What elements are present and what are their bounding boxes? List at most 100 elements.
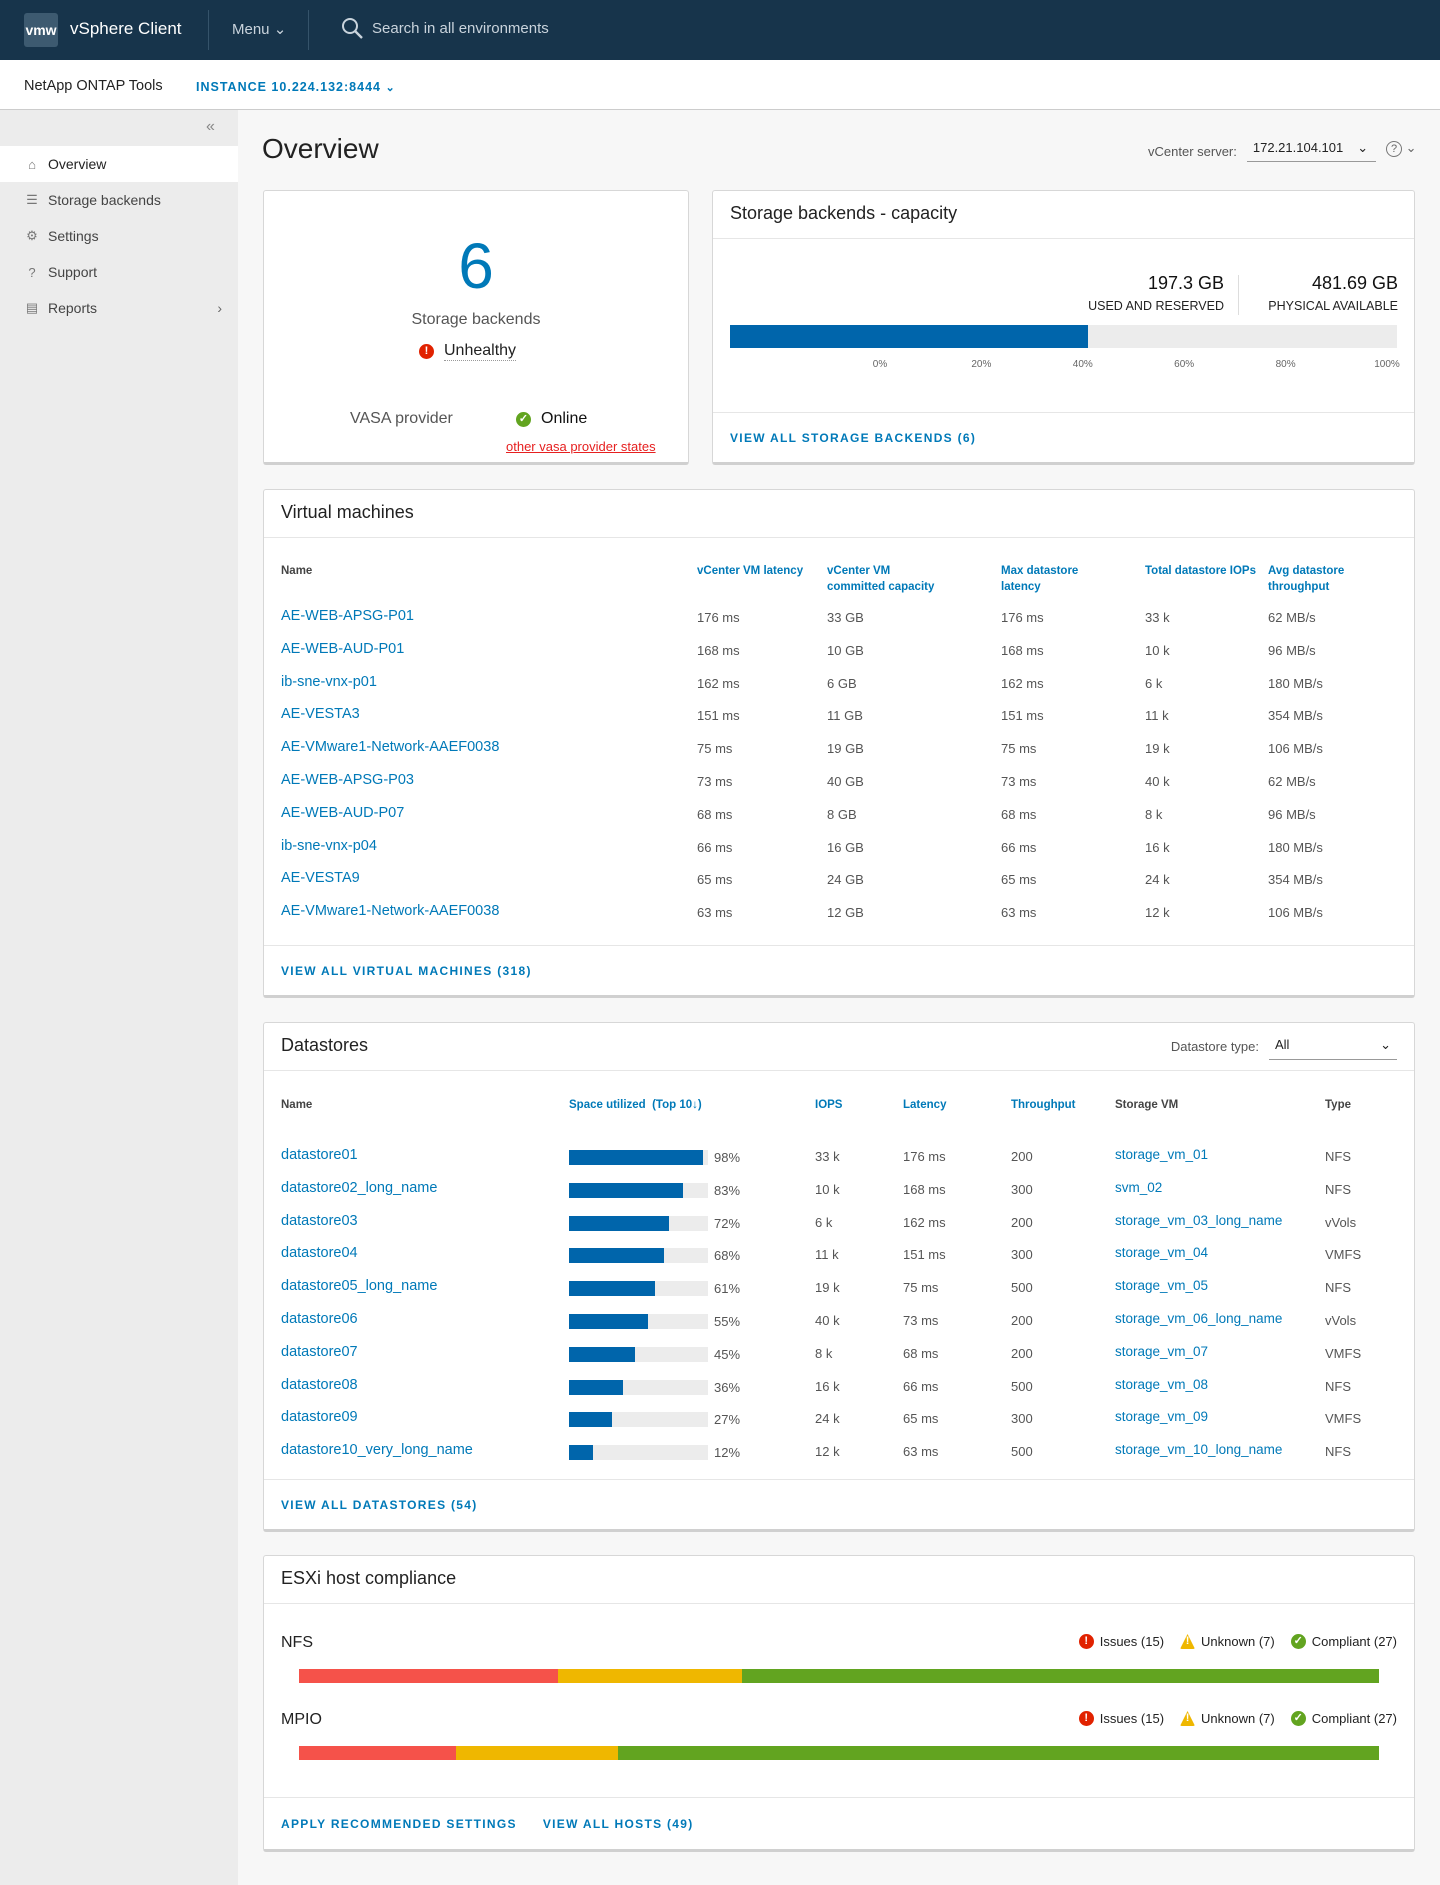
search-input[interactable]: Search in all environments [340, 16, 549, 40]
table-cell: 96 MB/s [1268, 642, 1316, 658]
datastore-name-link[interactable]: datastore07 [281, 1343, 358, 1360]
view-all-hosts-link[interactable]: VIEW ALL HOSTS (49) [542, 1816, 694, 1831]
column-header[interactable]: Total datastore IOPs [1145, 565, 1256, 577]
legend-label: Issues (15) [1099, 1634, 1165, 1649]
column-header[interactable]: Avg datastore throughput [1268, 565, 1345, 593]
datastore-name-link[interactable]: datastore03 [281, 1212, 358, 1229]
datastore-name-link[interactable]: datastore04 [281, 1245, 358, 1262]
column-header[interactable]: Throughput [1011, 1099, 1076, 1111]
apply-recommended-settings-link[interactable]: APPLY RECOMMENDED SETTINGS [281, 1816, 517, 1831]
column-header[interactable]: vCenter VM latency [697, 565, 804, 577]
datastore-name-link[interactable]: datastore06 [281, 1311, 358, 1327]
datastore-type-select[interactable]: All ⌄ [1269, 1033, 1397, 1060]
capacity-axis: 0% 20% 40% 60% 80% 100% [730, 359, 1400, 373]
space-utilized-fill [569, 1248, 665, 1264]
legend-issues[interactable]: ! Issues (15) [1078, 1634, 1165, 1649]
health-status[interactable]: ! Unhealthy [419, 342, 517, 361]
vm-name-link[interactable]: AE-VMware1-Network-AAEF0038 [281, 903, 500, 920]
vm-name-link[interactable]: ib-sne-vnx-p04 [281, 837, 377, 854]
virtual-machines-card: Virtual machines VIEW ALL VIRTUAL MACHIN… [263, 489, 1415, 998]
chevron-down-icon: ⌄ [385, 82, 396, 94]
table-cell: 75 ms [697, 741, 733, 757]
vm-name-link[interactable]: ib-sne-vnx-p01 [281, 673, 377, 690]
view-all-storage-backends-link[interactable]: VIEW ALL STORAGE BACKENDS (6) [730, 430, 977, 445]
column-header[interactable]: Latency [903, 1099, 947, 1111]
column-header[interactable]: IOPS [815, 1099, 843, 1111]
help-icon: ? [1386, 141, 1402, 157]
storage-vm-link[interactable]: storage_vm_08 [1115, 1376, 1209, 1392]
storage-vm-link[interactable]: storage_vm_07 [1115, 1343, 1209, 1359]
storage-vm-link[interactable]: svm_02 [1115, 1179, 1163, 1195]
menu-button[interactable]: Menu ⌄ [232, 20, 286, 38]
collapse-sidebar-icon[interactable]: « [206, 118, 215, 135]
view-all-vms-link[interactable]: VIEW ALL VIRTUAL MACHINES (318) [281, 963, 532, 978]
table-cell: 354 MB/s [1268, 708, 1323, 724]
vm-name-link[interactable]: AE-VESTA9 [281, 870, 360, 887]
datastore-name-link[interactable]: datastore02_long_name [281, 1179, 438, 1196]
datastore-name-link[interactable]: datastore10_very_long_name [281, 1442, 473, 1459]
datastore-name-link[interactable]: datastore01 [281, 1147, 358, 1163]
help-menu-button[interactable]: ? ⌄ [1386, 140, 1417, 157]
legend-unknown[interactable]: ! Unknown (7) [1180, 1634, 1275, 1649]
sidebar-item-settings[interactable]: ⚙ Settings [0, 218, 238, 254]
compliance-bar-unknown [455, 1746, 618, 1760]
table-cell: NFS [1325, 1280, 1351, 1296]
datastore-name-link[interactable]: datastore09 [281, 1409, 358, 1426]
sidebar-item-label: Settings [48, 228, 99, 244]
space-utilized-fill [569, 1412, 612, 1428]
vm-name-link[interactable]: AE-WEB-AUD-P01 [281, 640, 405, 657]
card-title: ESXi host compliance [264, 1556, 1414, 1604]
capacity-bar [730, 325, 1397, 348]
space-utilized-percent: 27% [714, 1412, 741, 1428]
datastore-name-link[interactable]: datastore05_long_name [281, 1278, 438, 1295]
vasa-status: ✓ Online [516, 410, 587, 428]
storage-vm-link[interactable]: storage_vm_01 [1115, 1147, 1209, 1162]
card-title: Virtual machines [264, 490, 1414, 538]
vm-name-link[interactable]: AE-VESTA3 [281, 706, 360, 723]
space-utilized-bar [569, 1445, 708, 1461]
column-header[interactable]: Max datastore latency [1001, 565, 1079, 593]
table-row: AE-VESTA3 151 ms 11 GB 151 ms 11 k 354 MB/s [264, 706, 1414, 730]
sidebar-item-reports[interactable]: ▤ Reports › [0, 290, 238, 326]
column-header[interactable]: Space utilized (Top 10↓) [569, 1099, 702, 1111]
table-cell: 10 k [1145, 642, 1170, 658]
divider [208, 10, 209, 50]
compliance-bar-issues [299, 1669, 559, 1683]
legend-issues[interactable]: ! Issues (15) [1078, 1711, 1164, 1726]
storage-vm-link[interactable]: storage_vm_09 [1115, 1409, 1209, 1425]
divider [308, 10, 309, 50]
storage-vm-link[interactable]: storage_vm_10_long_name [1115, 1442, 1283, 1458]
legend-label: Unknown (7) [1201, 1634, 1275, 1649]
storage-vm-link[interactable]: storage_vm_03_long_name [1115, 1212, 1283, 1228]
card-footer: VIEW ALL DATASTORES (54) [264, 1479, 1414, 1529]
table-cell: 16 GB [827, 839, 864, 855]
sidebar-item-overview[interactable]: ⌂ Overview [0, 146, 238, 182]
table-cell: 180 MB/s [1268, 675, 1323, 691]
other-vasa-states-link[interactable]: other vasa provider states [506, 439, 656, 454]
space-utilized-percent: 68% [714, 1248, 741, 1264]
storage-vm-link[interactable]: storage_vm_06_long_name [1115, 1311, 1283, 1326]
instance-selector[interactable]: INSTANCE 10.224.132:8444 ⌄ [196, 80, 396, 94]
storage-vm-link[interactable]: storage_vm_04 [1115, 1245, 1209, 1261]
vcenter-label: vCenter server: [1148, 143, 1237, 159]
storage-vm-link[interactable]: storage_vm_05 [1115, 1278, 1209, 1294]
legend-compliant[interactable]: ✓ Compliant (27) [1290, 1711, 1397, 1726]
warning-icon: ! [1180, 1711, 1196, 1726]
sub-header: NetApp ONTAP Tools INSTANCE 10.224.132:8… [0, 60, 1440, 110]
view-all-datastores-link[interactable]: VIEW ALL DATASTORES (54) [281, 1497, 478, 1512]
legend-unknown[interactable]: ! Unknown (7) [1180, 1711, 1275, 1726]
legend-compliant[interactable]: ✓ Compliant (27) [1290, 1634, 1397, 1649]
sidebar-item-support[interactable]: ? Support [0, 254, 238, 290]
table-cell: 75 ms [1001, 741, 1037, 757]
vm-name-link[interactable]: AE-VMware1-Network-AAEF0038 [281, 739, 500, 756]
used-label: USED AND RESERVED [1088, 299, 1224, 313]
vcenter-select[interactable]: 172.21.104.101 ⌄ [1246, 140, 1377, 162]
vm-name-link[interactable]: AE-WEB-APSG-P01 [281, 608, 414, 624]
legend-label: Compliant (27) [1311, 1634, 1397, 1649]
search-icon [342, 18, 363, 39]
vm-name-link[interactable]: AE-WEB-APSG-P03 [281, 772, 414, 788]
column-header[interactable]: vCenter VM committed capacity [827, 565, 935, 593]
datastore-name-link[interactable]: datastore08 [281, 1376, 358, 1393]
sidebar-item-storage-backends[interactable]: ☰ Storage backends [0, 182, 238, 218]
vm-name-link[interactable]: AE-WEB-AUD-P07 [281, 804, 405, 821]
